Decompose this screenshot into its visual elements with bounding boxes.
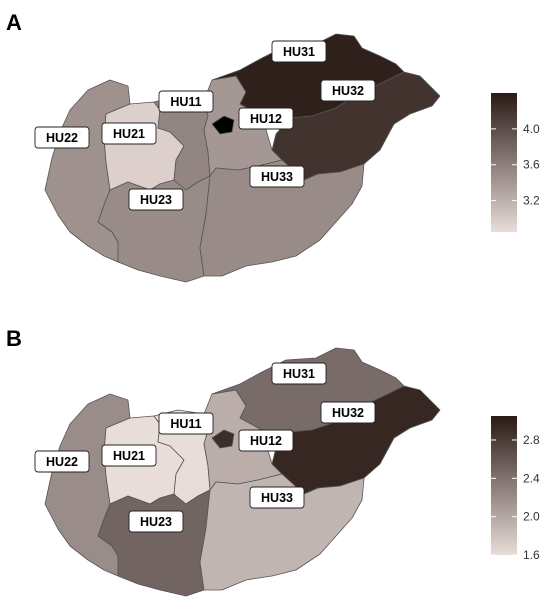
label-hu12: HU12: [238, 429, 294, 452]
label-hu31: HU31: [271, 362, 327, 385]
label-hu21: HU21: [101, 122, 157, 145]
legend-b-tick-label: 1.6: [523, 548, 540, 562]
label-hu22: HU22: [34, 126, 90, 149]
label-hu33: HU33: [249, 486, 305, 509]
svg-text:HU33: HU33: [261, 170, 293, 184]
region-budapest: [211, 115, 235, 135]
label-hu23: HU23: [128, 188, 184, 211]
svg-text:HU12: HU12: [250, 112, 282, 126]
label-hu32: HU32: [320, 401, 376, 424]
svg-text:HU31: HU31: [283, 45, 315, 59]
svg-text:HU21: HU21: [113, 127, 145, 141]
legend-a-tick-label: 3.6: [523, 158, 540, 172]
svg-text:HU23: HU23: [140, 515, 172, 529]
label-hu12: HU12: [238, 107, 294, 130]
svg-text:HU22: HU22: [46, 131, 78, 145]
legend-a-tick-label: 3.2: [523, 194, 540, 208]
panel-label-a: A: [6, 10, 22, 35]
legend-b: 2.8 2.4 2.0 1.6: [491, 416, 540, 562]
legend-b-tick-label: 2.0: [523, 510, 540, 524]
label-hu23: HU23: [128, 510, 184, 533]
label-hu11: HU11: [158, 412, 214, 435]
panel-b: B HU31 HU32 HU11 HU12 HU21 HU22 HU33 HU2…: [6, 326, 540, 597]
legend-b-tick-label: 2.8: [523, 433, 540, 447]
svg-text:HU32: HU32: [332, 406, 364, 420]
svg-text:HU12: HU12: [250, 434, 282, 448]
svg-text:HU11: HU11: [170, 95, 201, 109]
label-hu21: HU21: [101, 444, 157, 467]
panel-a: A HU31 HU32 HU11 HU12 HU21 HU22 HU33 HU2…: [6, 10, 540, 283]
legend-b-tick-label: 2.4: [523, 471, 540, 485]
legend-a-tick-label: 4.0: [523, 122, 540, 136]
svg-text:HU32: HU32: [332, 84, 364, 98]
svg-text:HU21: HU21: [113, 449, 145, 463]
label-hu22: HU22: [34, 450, 90, 473]
legend-a-colorbar: [491, 93, 517, 232]
region-hu33: [199, 473, 365, 591]
label-hu32: HU32: [320, 79, 376, 102]
svg-text:HU23: HU23: [140, 193, 172, 207]
region-budapest: [211, 429, 235, 449]
legend-b-colorbar: [491, 416, 517, 555]
svg-text:HU11: HU11: [170, 417, 201, 431]
label-hu33: HU33: [249, 165, 305, 188]
panel-label-b: B: [6, 326, 22, 351]
svg-text:HU22: HU22: [46, 455, 78, 469]
svg-text:HU31: HU31: [283, 367, 315, 381]
label-hu11: HU11: [158, 90, 214, 113]
legend-a: 4.0 3.6 3.2: [491, 93, 540, 232]
region-hu23: [97, 489, 211, 597]
svg-text:HU33: HU33: [261, 491, 293, 505]
label-hu31: HU31: [271, 40, 327, 63]
